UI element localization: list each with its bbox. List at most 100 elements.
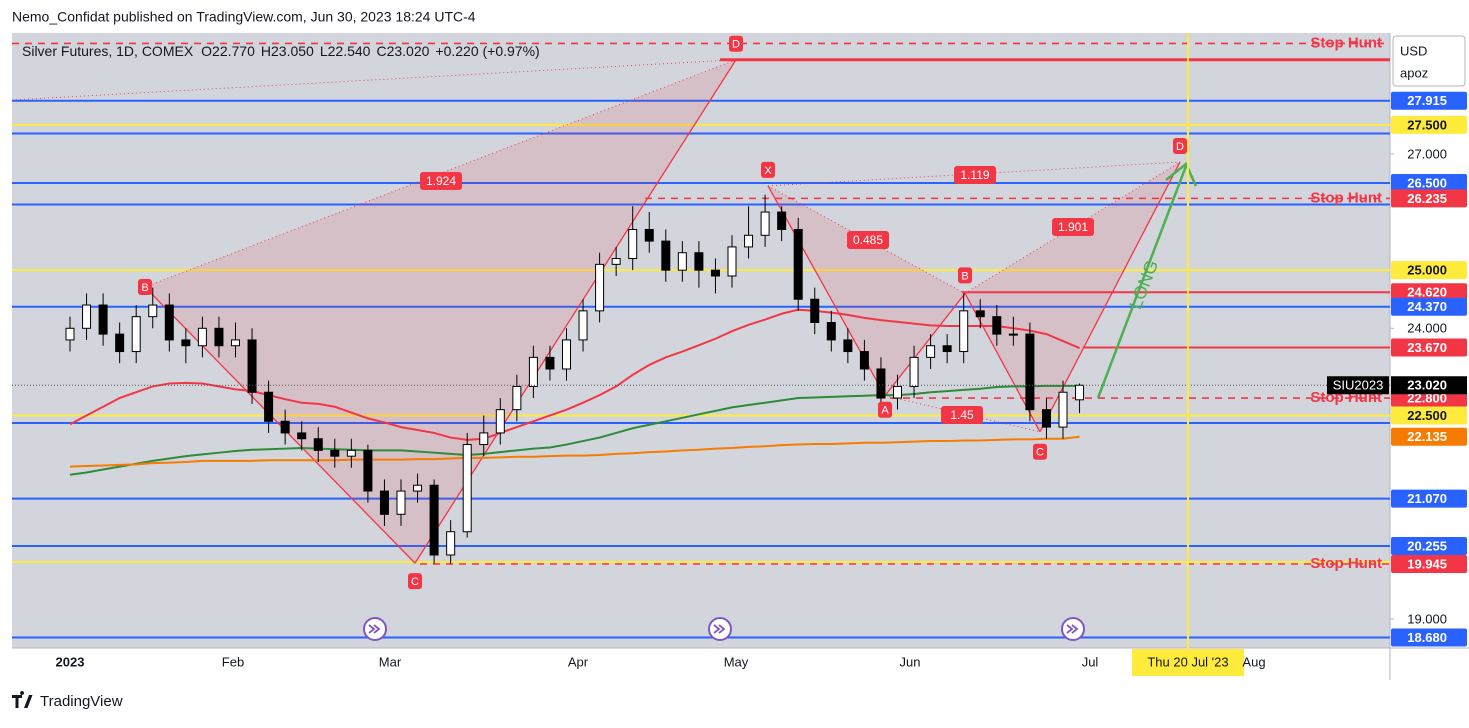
ratio-label: 1.45 (950, 408, 974, 422)
cursor-date-tag (1132, 649, 1244, 676)
candle-body (1025, 333, 1035, 411)
candle-body (363, 449, 373, 492)
ratio-badge (954, 166, 996, 184)
candle-body (131, 316, 141, 353)
y-tick-label: 19.000 (1407, 611, 1447, 626)
candle-body (1041, 409, 1051, 428)
pattern-point-badge (958, 267, 972, 284)
candle-body (744, 234, 754, 248)
candle-body (694, 252, 704, 271)
pattern-ratio-line (884, 395, 1041, 433)
pattern-leg (884, 293, 966, 397)
x-tick-label: Feb (222, 654, 244, 669)
candle-body (379, 490, 389, 515)
price-tag (1391, 261, 1467, 280)
price-tag-label: 24.370 (1407, 299, 1447, 314)
candle-body (429, 484, 439, 556)
ratio-badge (941, 406, 983, 424)
candle-body (1058, 391, 1068, 428)
price-tag (1391, 536, 1467, 555)
candle-body (82, 304, 92, 329)
legend-symbol: Silver Futures, 1D, COMEX (22, 43, 194, 59)
pattern-point-label: D (1176, 141, 1184, 153)
candle-body (148, 304, 158, 318)
event-icon-glyph (713, 624, 726, 634)
ratio-label: 1.924 (426, 174, 456, 188)
footer-brand: TradingView (40, 693, 123, 710)
price-tag (1391, 489, 1467, 508)
candle-body (98, 304, 108, 335)
price-tag-label: 26.235 (1407, 191, 1447, 206)
y-tick-label: 27.000 (1407, 146, 1447, 161)
price-tag-label: 21.070 (1407, 491, 1447, 506)
last-price-tag (1391, 376, 1467, 395)
candle-body (512, 385, 522, 411)
price-tag-label: 25.000 (1407, 263, 1447, 278)
pattern-point-badge (1173, 138, 1187, 155)
candle-body (297, 432, 307, 440)
candle-body (810, 298, 820, 323)
pattern-point-label: B (141, 282, 148, 294)
long-arrow-head (1165, 162, 1198, 187)
ratio-label: 0.485 (853, 233, 883, 247)
event-icon-glyph (368, 624, 381, 634)
price-tag-label: 23.670 (1407, 340, 1447, 355)
candle-body (859, 351, 869, 370)
x-tick-label: 2023 (56, 654, 85, 669)
price-tag-label: 27.915 (1407, 93, 1447, 108)
currency-label: USD (1400, 43, 1427, 58)
candle-body (959, 310, 969, 353)
candle-body (164, 304, 174, 341)
price-tag-label: 26.500 (1407, 175, 1447, 190)
pattern-point-label: B (961, 270, 968, 282)
stop-hunt-label: Stop Hunt (1310, 189, 1382, 206)
moving-average (69, 308, 1080, 441)
candle-body (346, 449, 356, 457)
unit-label: apoz (1400, 65, 1428, 80)
candle-body (313, 438, 323, 451)
legend-key: L (320, 43, 328, 59)
pattern-point-label: A (881, 405, 889, 417)
legend-key: O (201, 43, 212, 59)
candle-body (330, 449, 340, 457)
candle-body (181, 339, 191, 347)
pattern-point-badge (729, 35, 743, 52)
price-tag (1391, 283, 1467, 302)
ratio-badge (847, 231, 889, 249)
candle-body (710, 269, 720, 277)
candle-body (65, 327, 75, 341)
pattern-point-badge (138, 279, 152, 296)
ratio-badge (1052, 218, 1094, 236)
candle-body (926, 345, 936, 358)
candle-body (197, 327, 207, 347)
price-tag-label: 18.680 (1407, 630, 1447, 645)
price-tag-label: 24.620 (1407, 285, 1447, 300)
candle-body (760, 211, 770, 236)
pattern-point-badge (878, 401, 892, 418)
candle-body (611, 258, 621, 265)
legend: Silver Futures, 1D, COMEX O22.770 H23.050 L… (22, 43, 540, 59)
x-tick-label: Jul (1082, 654, 1099, 669)
candle-body (826, 321, 836, 341)
ticker-tag (1327, 376, 1389, 395)
candle-body (479, 432, 489, 446)
candle-body (777, 211, 787, 230)
x-tick-label: Aug (1242, 654, 1265, 669)
x-tick-label: May (724, 654, 749, 669)
price-tag (1391, 628, 1467, 647)
candle-body (677, 252, 687, 271)
candle-body (893, 385, 902, 399)
price-tag-label: 19.945 (1407, 556, 1447, 571)
cursor-date-label: Thu 20 Jul '23 (1147, 654, 1228, 669)
candle-body (495, 409, 505, 434)
candle-body (264, 391, 274, 422)
legend-change: +0.220 (+0.97%) (435, 43, 539, 59)
legend-value: 23.020 (387, 43, 430, 59)
x-tick-label: Jun (900, 654, 921, 669)
pattern-point-badge (408, 573, 422, 590)
y-tick-label: 24.000 (1407, 321, 1447, 336)
candle-body (528, 356, 538, 387)
logo-mark (12, 691, 33, 708)
price-tag (1391, 338, 1467, 357)
